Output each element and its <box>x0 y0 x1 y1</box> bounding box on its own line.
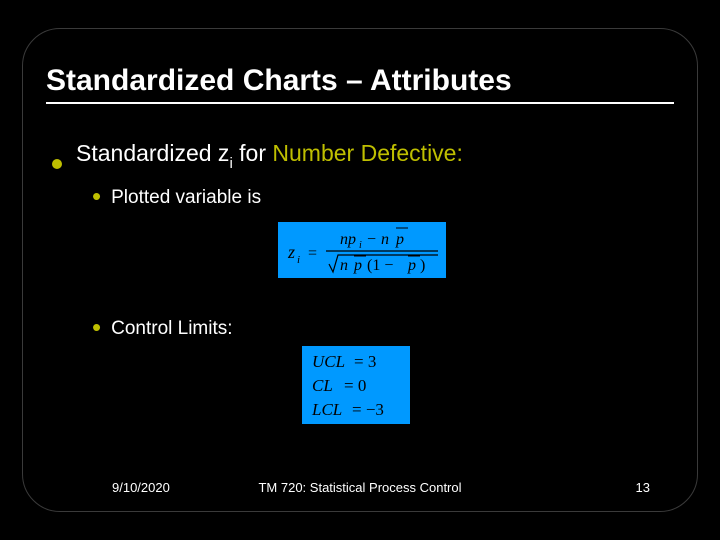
svg-text:=: = <box>308 245 317 262</box>
svg-text:CL: CL <box>312 376 333 395</box>
svg-text:n: n <box>381 231 389 248</box>
bullet-level2-b: • Control Limits: <box>92 312 233 340</box>
formula1-svg: z i = np i − n p n p (1 − p ) <box>282 224 442 276</box>
formula2-svg: UCL = 3 CL = 0 LCL = −3 <box>306 349 406 421</box>
svg-text:p: p <box>407 257 416 274</box>
svg-text:p: p <box>395 231 404 248</box>
bullet-level1: Standardized zi for Number Defective: <box>52 140 668 171</box>
level1-mid: for <box>233 140 273 166</box>
level1-subscript: i <box>229 155 232 172</box>
svg-text:): ) <box>420 257 425 274</box>
svg-text:z: z <box>287 242 295 262</box>
bullet-dot-icon: • <box>92 183 101 209</box>
bullet-level2-a: • Plotted variable is <box>92 181 668 209</box>
footer-page: 13 <box>636 480 650 495</box>
slide-title: Standardized Charts – Attributes <box>46 64 674 104</box>
content-area: Standardized zi for Number Defective: • … <box>52 140 668 209</box>
level1-text: Standardized zi for Number Defective: <box>76 140 463 171</box>
svg-text:UCL: UCL <box>312 352 345 371</box>
svg-text:−: − <box>367 231 376 248</box>
bullet-dot-icon: • <box>92 314 101 340</box>
svg-text:= 3: = 3 <box>354 352 376 371</box>
level1-highlight: Number Defective: <box>272 140 462 166</box>
svg-text:p: p <box>353 257 362 274</box>
footer: 9/10/2020 TM 720: Statistical Process Co… <box>0 480 720 500</box>
svg-text:= −3: = −3 <box>352 400 384 419</box>
sub2-text: Control Limits: <box>111 318 232 340</box>
sub1-text: Plotted variable is <box>111 187 261 209</box>
formula-control-limits: UCL = 3 CL = 0 LCL = −3 <box>302 346 410 424</box>
level1-prefix: Standardized z <box>76 140 229 166</box>
svg-text:np: np <box>340 231 356 248</box>
bullet-disc-icon <box>52 159 62 169</box>
formula-plotted-variable: z i = np i − n p n p (1 − p ) <box>278 222 446 278</box>
svg-text:(1 −: (1 − <box>367 257 393 274</box>
svg-text:LCL: LCL <box>311 400 342 419</box>
svg-text:= 0: = 0 <box>344 376 366 395</box>
footer-course: TM 720: Statistical Process Control <box>0 480 720 495</box>
svg-text:i: i <box>297 254 300 266</box>
svg-text:i: i <box>359 240 362 251</box>
svg-text:n: n <box>340 257 348 274</box>
